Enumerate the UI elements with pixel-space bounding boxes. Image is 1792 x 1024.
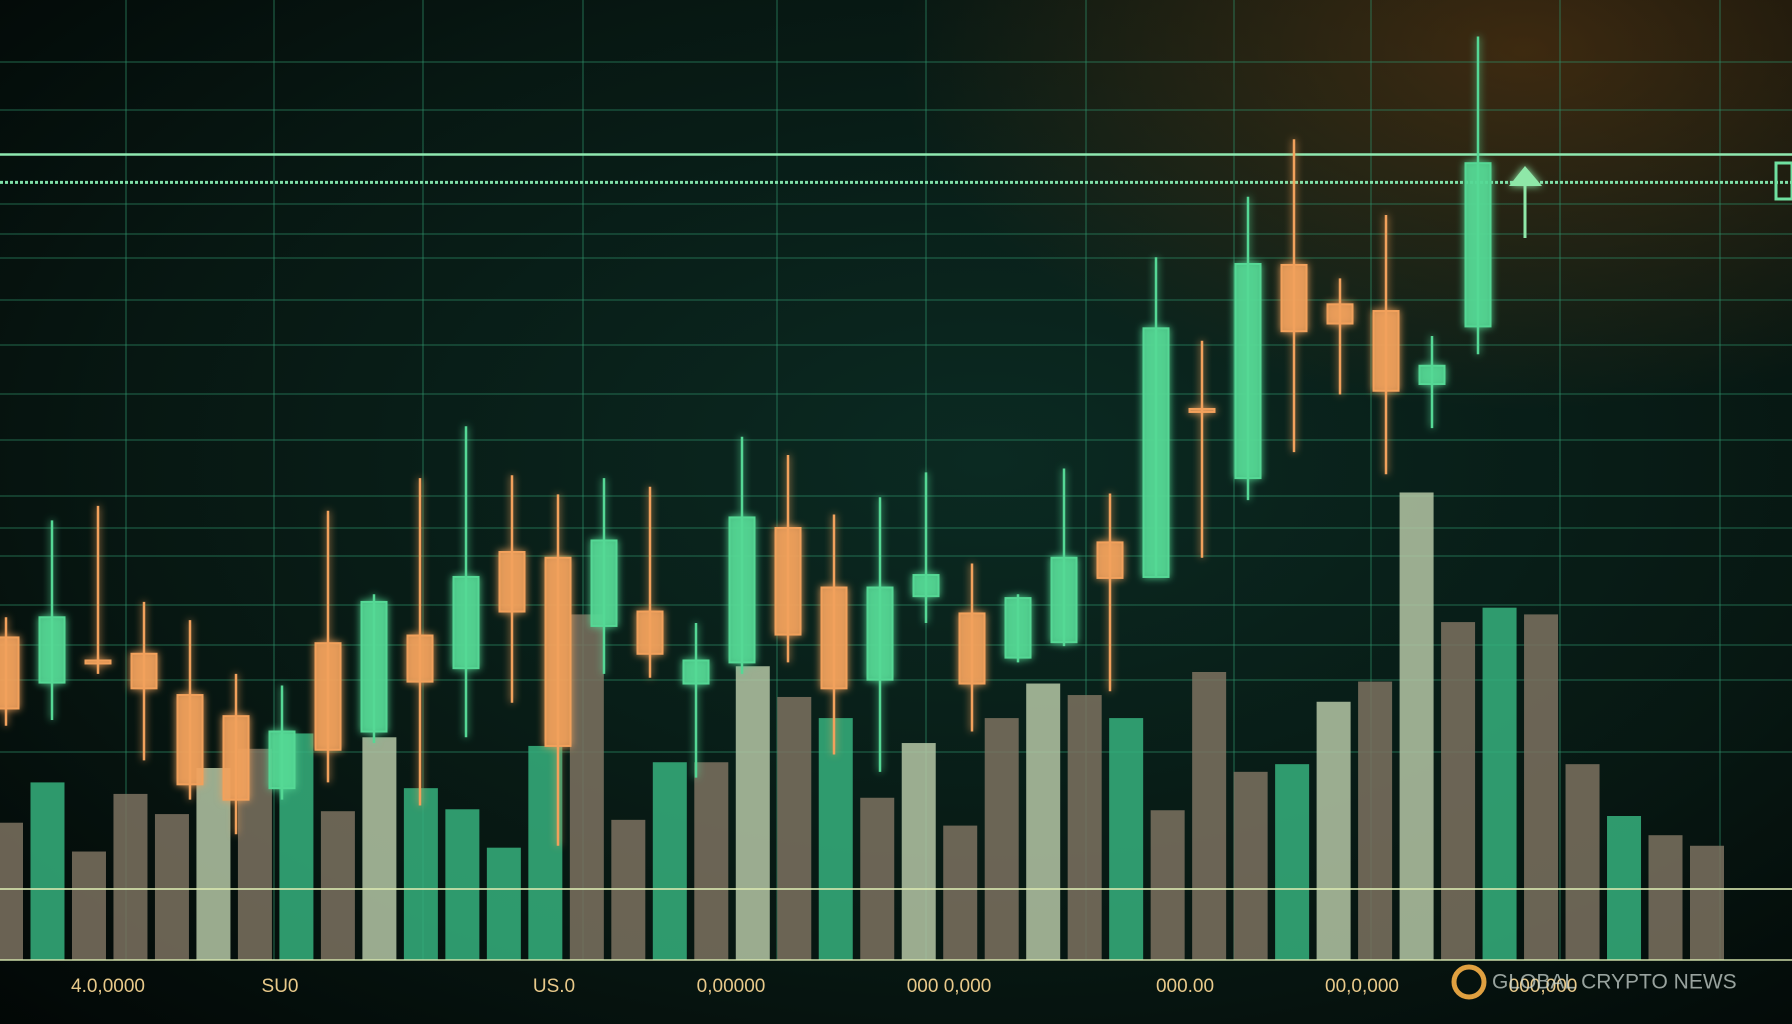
volume-bar [362, 737, 397, 960]
up-arrow [1509, 166, 1542, 186]
x-tick-label: US.0 [533, 976, 575, 997]
volume-bar [735, 666, 770, 960]
volume-bar [528, 745, 563, 960]
x-tick-label: 4.0,0000 [71, 976, 145, 997]
candle-body [1096, 541, 1124, 579]
candle-body [130, 652, 158, 690]
volume-bar [1316, 701, 1351, 960]
volume-bar [860, 797, 895, 960]
volume-bar [818, 718, 853, 960]
volume-bar [1026, 683, 1061, 960]
candle-body [360, 600, 388, 733]
x-tick-label: 000,000 [1509, 976, 1578, 997]
volume-bar [1192, 672, 1227, 960]
candle-body [636, 610, 664, 655]
volume-bar [901, 743, 936, 960]
volume-bar [154, 814, 189, 960]
edge-marker [1774, 161, 1792, 201]
candle-body [38, 616, 66, 684]
candle-body [406, 634, 434, 683]
candle-body [452, 575, 480, 670]
volume-bar [694, 762, 729, 960]
candle-body [1326, 303, 1354, 325]
candle-layer [0, 36, 1492, 846]
x-tick-label: 00,0,000 [1325, 976, 1399, 997]
reference-layer [0, 153, 1792, 425]
volume-bar [1150, 810, 1185, 960]
candle-body [1280, 263, 1308, 333]
x-tick-label: 000 0,000 [907, 976, 992, 997]
candle-body [774, 527, 802, 636]
volume-bar [652, 762, 687, 960]
candle-body [1372, 310, 1400, 392]
watermark: GLOBAL CRYPTO NEWS [1492, 971, 1737, 994]
candle-body [728, 516, 756, 664]
volume-bar [71, 851, 106, 960]
candle-body [1234, 263, 1262, 480]
x-tick-label: 0,00000 [697, 976, 766, 997]
candle-body [498, 551, 526, 613]
volume-bar [1358, 681, 1393, 960]
candle-body [314, 642, 342, 751]
candle-body [1142, 327, 1170, 578]
candle-body [176, 694, 204, 786]
volume-bar [1524, 614, 1559, 960]
volume-bar [1399, 492, 1434, 960]
candle-body [1188, 407, 1216, 413]
candle-body [820, 586, 848, 690]
candle-body [958, 612, 986, 685]
volume-bar [320, 811, 355, 960]
volume-bar [1648, 835, 1683, 960]
candle-body [544, 556, 572, 747]
volume-bar [403, 788, 438, 960]
candle-body [912, 574, 940, 598]
volume-bar [0, 822, 23, 960]
volume-bar [486, 847, 521, 960]
volume-bar [1565, 764, 1600, 960]
candle-body [222, 715, 250, 801]
volume-bar [569, 614, 604, 960]
candle-body [1464, 162, 1492, 328]
volume-layer [0, 492, 1724, 960]
volume-bar [1275, 764, 1310, 960]
volume-bar [113, 793, 148, 960]
volume-bar [1067, 695, 1102, 960]
candle-body [1418, 364, 1446, 386]
candle-body [866, 586, 894, 681]
volume-bar [777, 696, 812, 960]
volume-bar [1482, 607, 1517, 960]
volume-bar [445, 809, 480, 960]
volume-bar [1441, 622, 1476, 960]
volume-bar [1109, 718, 1144, 960]
x-tick-label: 000.00 [1156, 976, 1214, 997]
volume-bar [30, 782, 65, 960]
volume-bar [1233, 771, 1268, 960]
watermark-logo [1451, 964, 1487, 1000]
volume-bar [984, 718, 1019, 960]
candle-body [84, 659, 112, 665]
x-tick-label: SU0 [262, 976, 299, 997]
candle-body [1004, 597, 1032, 659]
candle-body [0, 636, 20, 710]
volume-bar [1690, 845, 1724, 960]
label-layer: 4.0,0000 SU0 US.0 0,00000 000 0,000 000.00 00,… [71, 976, 1577, 997]
candle-body [682, 659, 710, 685]
candle-body [590, 539, 618, 627]
volume-bar [943, 825, 978, 960]
candle-body [1050, 556, 1078, 644]
candle-body [268, 730, 296, 790]
